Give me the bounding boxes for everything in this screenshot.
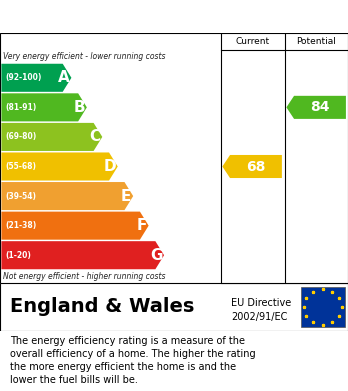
Text: Energy Efficiency Rating: Energy Efficiency Rating: [10, 9, 220, 24]
Text: Current: Current: [236, 37, 270, 46]
Text: England & Wales: England & Wales: [10, 298, 195, 316]
Text: E: E: [121, 188, 132, 204]
Text: G: G: [150, 248, 162, 263]
Polygon shape: [222, 155, 282, 178]
Text: D: D: [103, 159, 116, 174]
Polygon shape: [1, 241, 164, 269]
Polygon shape: [1, 152, 118, 181]
Text: (69-80): (69-80): [6, 133, 37, 142]
Text: Very energy efficient - lower running costs: Very energy efficient - lower running co…: [3, 52, 166, 61]
Text: (81-91): (81-91): [6, 103, 37, 112]
Bar: [301, 287, 345, 327]
Text: Not energy efficient - higher running costs: Not energy efficient - higher running co…: [3, 272, 166, 281]
Text: B: B: [73, 100, 85, 115]
Polygon shape: [1, 182, 133, 210]
Text: EU Directive: EU Directive: [231, 298, 291, 308]
Text: 84: 84: [310, 100, 330, 114]
Text: F: F: [136, 218, 147, 233]
Text: (21-38): (21-38): [6, 221, 37, 230]
Text: (39-54): (39-54): [6, 192, 37, 201]
Text: (92-100): (92-100): [6, 73, 42, 82]
Text: 2002/91/EC: 2002/91/EC: [231, 312, 287, 322]
Polygon shape: [1, 93, 87, 121]
Text: C: C: [89, 129, 101, 144]
Polygon shape: [1, 123, 102, 151]
Text: Potential: Potential: [296, 37, 336, 46]
Text: The energy efficiency rating is a measure of the
overall efficiency of a home. T: The energy efficiency rating is a measur…: [10, 336, 256, 386]
Text: A: A: [58, 70, 70, 85]
Text: 68: 68: [246, 160, 266, 174]
Text: (1-20): (1-20): [6, 251, 31, 260]
Polygon shape: [1, 212, 149, 240]
Text: (55-68): (55-68): [6, 162, 37, 171]
Polygon shape: [1, 64, 71, 92]
Polygon shape: [286, 96, 346, 119]
